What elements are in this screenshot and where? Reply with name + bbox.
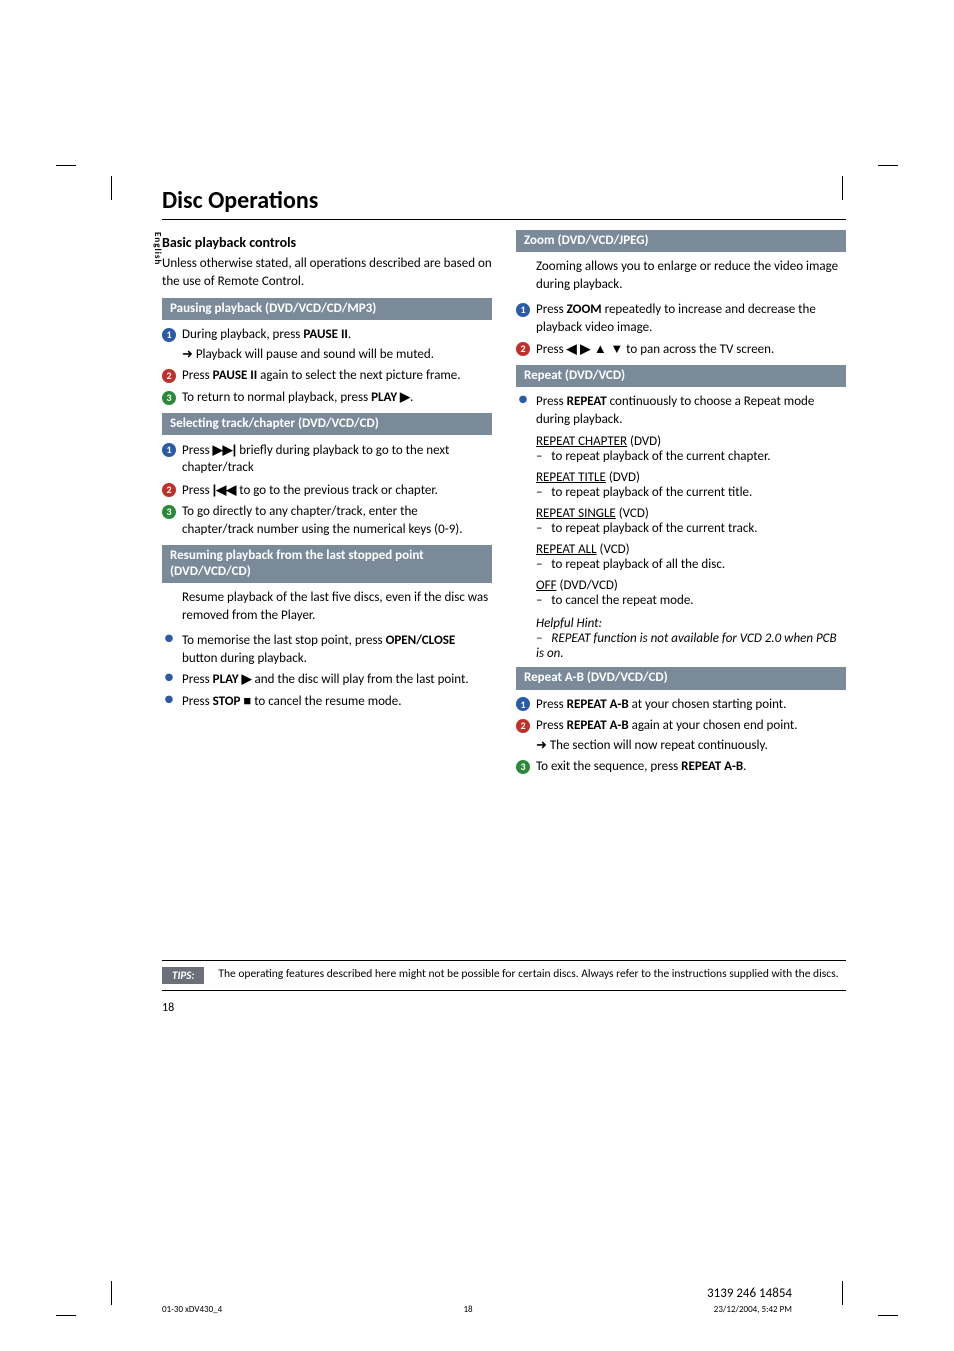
tips-label: TIPS:: [162, 967, 204, 984]
repeat-title: REPEAT TITLE (DVD) – to repeat playback …: [516, 470, 846, 500]
step-1-icon: 1: [516, 303, 530, 317]
crop-mark: [828, 1271, 898, 1341]
footer: 01-30 xDV430_4 18 23/12/2004, 5:42 PM 31…: [162, 1304, 792, 1315]
repeat-off: OFF (DVD/VCD) – to cancel the repeat mod…: [516, 578, 846, 608]
crop-mark: [56, 1271, 126, 1341]
basic-controls-heading: Basic playback controls: [162, 234, 492, 251]
footer-code: 3139 246 14854: [707, 1286, 792, 1301]
zoom-bar: Zoom (DVD/VCD/JPEG): [516, 230, 846, 252]
footer-left: 01-30 xDV430_4: [162, 1304, 222, 1315]
repeat-bar: Repeat (DVD/VCD): [516, 365, 846, 387]
pause-step-1-sub: Playback will pause and sound will be mu…: [182, 346, 492, 364]
step-1-icon: 1: [516, 697, 530, 711]
selecting-bar: Selecting track/chapter (DVD/VCD/CD): [162, 413, 492, 435]
pause-step-2: 2 Press PAUSE II again to select the nex…: [162, 367, 492, 385]
zoom-step-2: 2 Press ◀ ▶ ▲ ▼ to pan across the TV scr…: [516, 340, 846, 359]
select-step-1: 1 Press ▶▶| briefly during playback to g…: [162, 441, 492, 477]
right-column: Zoom (DVD/VCD/JPEG) Zooming allows you t…: [516, 230, 846, 780]
repeat-single: REPEAT SINGLE (VCD) – to repeat playback…: [516, 506, 846, 536]
resuming-bar: Resuming playback from the last stopped …: [162, 545, 492, 584]
step-2-icon: 2: [516, 719, 530, 733]
bullet-icon: ●: [516, 393, 530, 407]
page-number: 18: [162, 1001, 846, 1015]
repeat-hint: Helpful Hint: – REPEAT function is not a…: [516, 616, 846, 661]
select-step-3: 3 To go directly to any chapter/track, e…: [162, 503, 492, 538]
left-column: Basic playback controls Unless otherwise…: [162, 230, 492, 780]
tips-text: The operating features described here mi…: [218, 967, 838, 983]
crop-mark: [828, 130, 898, 200]
step-1-icon: 1: [162, 328, 176, 342]
step-2-icon: 2: [162, 483, 176, 497]
zoom-intro: Zooming allows you to enlarge or reduce …: [516, 258, 846, 293]
repeat-bullet: ● Press REPEAT continuously to choose a …: [516, 393, 846, 428]
step-1-icon: 1: [162, 443, 176, 457]
step-3-icon: 3: [516, 760, 530, 774]
step-2-icon: 2: [162, 369, 176, 383]
resume-bullet-3: ● Press STOP ■ to cancel the resume mode…: [162, 693, 492, 711]
repeat-ab-step-3: 3 To exit the sequence, press REPEAT A-B…: [516, 758, 846, 776]
title-rule: [162, 219, 846, 220]
zoom-step-1: 1 Press ZOOM repeatedly to increase and …: [516, 301, 846, 336]
bullet-icon: ●: [162, 693, 176, 707]
tips-box: TIPS: The operating features described h…: [162, 960, 846, 991]
footer-center: 18: [463, 1304, 472, 1315]
step-3-icon: 3: [162, 391, 176, 405]
step-3-icon: 3: [162, 505, 176, 519]
bullet-icon: ●: [162, 671, 176, 685]
content-columns: Basic playback controls Unless otherwise…: [108, 230, 846, 780]
repeat-ab-bar: Repeat A-B (DVD/VCD/CD): [516, 667, 846, 689]
page: Disc Operations English Basic playback c…: [0, 0, 954, 1351]
footer-right: 23/12/2004, 5:42 PM: [714, 1304, 792, 1315]
repeat-chapter: REPEAT CHAPTER (DVD) – to repeat playbac…: [516, 434, 846, 464]
pausing-bar: Pausing playback (DVD/VCD/CD/MP3): [162, 298, 492, 320]
repeat-ab-step-2: 2 Press REPEAT A-B again at your chosen …: [516, 717, 846, 754]
language-tab: English: [152, 232, 163, 265]
resume-intro: Resume playback of the last five discs, …: [162, 589, 492, 624]
pause-step-3: 3 To return to normal playback, press PL…: [162, 389, 492, 407]
bullet-icon: ●: [162, 632, 176, 646]
pause-step-1: 1 During playback, press PAUSE II. Playb…: [162, 326, 492, 363]
crop-mark: [56, 130, 126, 200]
resume-bullet-1: ● To memorise the last stop point, press…: [162, 632, 492, 667]
repeat-all: REPEAT ALL (VCD) – to repeat playback of…: [516, 542, 846, 572]
select-step-2: 2 Press |◀◀ to go to the previous track …: [162, 481, 492, 500]
repeat-ab-step-1: 1 Press REPEAT A-B at your chosen starti…: [516, 696, 846, 714]
step-2-icon: 2: [516, 342, 530, 356]
basic-controls-intro: Unless otherwise stated, all operations …: [162, 255, 492, 290]
resume-bullet-2: ● Press PLAY ▶ and the disc will play fr…: [162, 671, 492, 689]
page-title: Disc Operations: [108, 186, 846, 215]
repeat-ab-step-2-sub: The section will now repeat continuously…: [536, 737, 846, 755]
